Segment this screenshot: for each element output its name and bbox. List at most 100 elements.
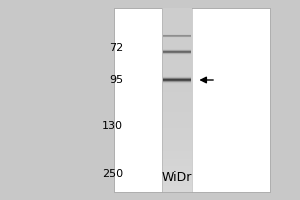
Bar (162, 43, 192, 44)
Bar (162, 172, 192, 173)
Bar (162, 187, 192, 188)
Bar (162, 129, 192, 130)
Bar (162, 69, 192, 70)
Bar (162, 29, 192, 30)
Bar (162, 101, 192, 102)
Bar (162, 123, 192, 124)
Bar (162, 163, 192, 164)
Bar (162, 78, 192, 79)
Bar (162, 60, 192, 61)
Bar (162, 87, 192, 88)
Bar (162, 136, 192, 137)
Bar (162, 16, 192, 17)
Bar (162, 58, 192, 59)
Bar (162, 28, 192, 29)
Bar (162, 51, 192, 52)
Bar (162, 83, 192, 84)
Bar (162, 110, 192, 111)
Bar (162, 124, 192, 125)
Bar (162, 27, 192, 28)
Bar (162, 25, 192, 26)
Bar (162, 75, 192, 76)
Bar (162, 88, 192, 89)
Bar (162, 45, 192, 46)
Bar (162, 167, 192, 168)
Bar (162, 159, 192, 160)
Bar (162, 14, 192, 15)
Bar (162, 166, 192, 167)
Bar (162, 174, 192, 175)
Bar (162, 133, 192, 134)
Bar (162, 141, 192, 142)
Bar (162, 144, 192, 145)
Bar (162, 68, 192, 69)
Bar (163, 75, 191, 76)
Bar (163, 54, 191, 55)
Bar (162, 59, 192, 60)
Bar (163, 53, 191, 54)
Bar (162, 18, 192, 19)
Bar (163, 77, 191, 78)
Bar (163, 76, 191, 77)
Bar (162, 81, 192, 82)
Bar (162, 149, 192, 150)
Bar (162, 24, 192, 25)
Bar (162, 52, 192, 53)
Bar (162, 73, 192, 74)
Bar (163, 55, 191, 56)
Bar (162, 53, 192, 54)
Bar (162, 47, 192, 48)
Bar (162, 38, 192, 39)
Bar (162, 39, 192, 40)
Bar (162, 22, 192, 23)
Bar (162, 76, 192, 77)
Bar (162, 33, 192, 34)
Bar (162, 9, 192, 10)
Bar (162, 115, 192, 116)
Bar (162, 40, 192, 41)
Bar (162, 186, 192, 187)
Bar (162, 108, 192, 109)
Bar (162, 17, 192, 18)
Bar (162, 20, 192, 21)
Bar (162, 139, 192, 140)
Bar (163, 83, 191, 84)
Bar (162, 93, 192, 94)
Bar (162, 104, 192, 105)
Bar (162, 122, 192, 123)
Bar (163, 49, 191, 50)
Bar (162, 37, 192, 38)
Bar (162, 19, 192, 20)
Bar (162, 164, 192, 165)
Bar (162, 85, 192, 86)
Bar (162, 15, 192, 16)
Bar (163, 79, 191, 80)
Bar (162, 118, 192, 119)
Bar (162, 90, 192, 91)
Bar (162, 151, 192, 152)
Text: WiDr: WiDr (162, 171, 192, 184)
Bar (162, 111, 192, 112)
Bar (162, 135, 192, 136)
Bar (162, 161, 192, 162)
Bar (162, 146, 192, 147)
Bar (162, 125, 192, 126)
Bar (162, 95, 192, 96)
Bar (162, 79, 192, 80)
Bar (162, 42, 192, 43)
Bar (162, 92, 192, 93)
Bar (162, 49, 192, 50)
Bar (163, 52, 191, 53)
Bar (162, 147, 192, 148)
Bar (162, 96, 192, 97)
Bar (162, 114, 192, 115)
Bar (162, 183, 192, 184)
Bar (162, 176, 192, 177)
Bar (162, 36, 192, 37)
Bar (162, 126, 192, 127)
Bar (162, 155, 192, 156)
Bar (162, 168, 192, 169)
Bar (162, 35, 192, 36)
Bar (162, 56, 192, 57)
Bar (162, 8, 192, 9)
